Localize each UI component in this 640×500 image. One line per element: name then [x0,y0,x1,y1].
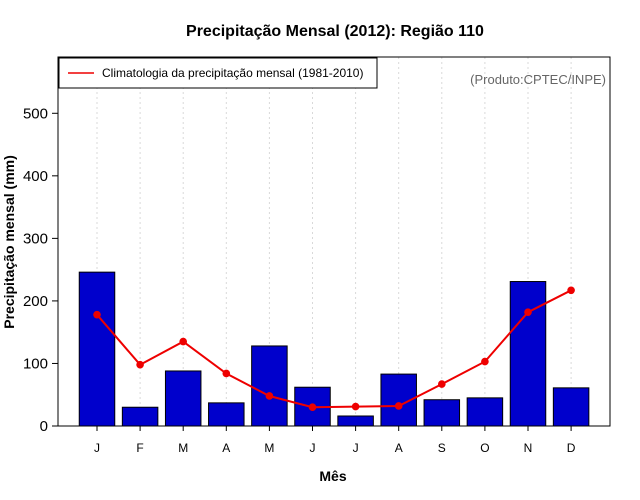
climatology-point-5 [265,392,274,400]
climatology-point-2 [136,360,144,369]
y-tick-label: 500 [23,105,48,122]
y-tick-label: 300 [23,230,48,247]
bar-7 [337,415,374,427]
climatology-point-6 [308,403,317,412]
bar-12 [552,387,590,427]
x-tick-label: A [222,441,230,455]
y-tick-label: 200 [23,293,48,310]
bar-5 [251,345,288,427]
climatology-point-4 [222,369,231,378]
legend-box [58,57,378,89]
bar-4 [208,402,245,427]
legend-label: Climatologia da precipitação mensal (198… [102,66,363,80]
y-axis-label: Precipitação mensal (mm) [1,155,17,329]
x-tick-label: S [438,441,446,455]
x-tick-label: M [178,441,188,455]
bar-11 [509,281,547,427]
bar-9 [423,399,461,427]
bar-series [78,271,590,427]
climatology-point-10 [481,357,489,366]
climatology-point-9 [438,380,446,388]
x-tick-label: O [480,441,489,455]
climatology-point-11 [524,308,532,316]
x-axis-label: Mês [319,468,346,484]
credit-annotation: (Produto:CPTEC/INPE) [470,72,606,87]
climatology-point-7 [351,402,360,411]
x-tick-label: J [353,441,359,455]
x-tick-label: J [94,441,100,455]
x-tick-label: M [264,441,274,455]
bar-1 [78,271,116,427]
chart-title: Precipitação Mensal (2012): Região 110 [186,23,484,40]
y-tick-label: 100 [23,355,48,372]
climatology-series [93,286,575,412]
x-tick-label: D [567,441,576,455]
legend: Climatologia da precipitação mensal (198… [58,57,378,89]
climatology-point-8 [394,402,403,410]
climatology-point-3 [179,337,187,346]
y-axis: 0 100 200 300 400 500 [23,105,58,435]
climatology-line [96,289,572,409]
x-tick-label: A [395,441,403,455]
grid-lines [96,57,572,426]
bar-2 [121,406,159,427]
plot-frame [57,56,611,427]
climatology-point-1 [93,310,101,319]
climatology-point-12 [567,286,575,295]
x-tick-label: J [310,441,316,455]
bar-10 [466,397,504,427]
x-tick-label: N [524,441,533,455]
y-tick-label: 0 [40,418,48,435]
bar-3 [164,370,202,427]
x-tick-label: F [136,441,143,455]
y-tick-label: 400 [23,168,48,185]
